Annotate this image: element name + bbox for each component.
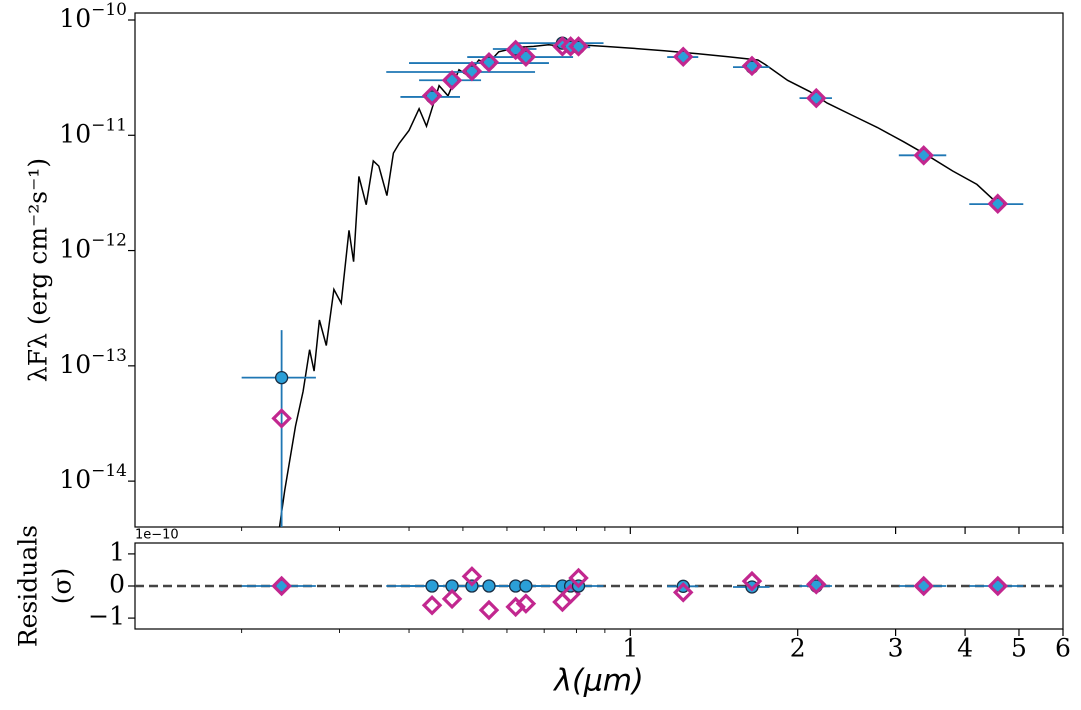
synthetic-point [478, 51, 500, 73]
y-tick-label: 1 [109, 537, 125, 566]
residual-label: (σ) [48, 568, 77, 605]
y-tick-label: 10−14 [59, 461, 127, 494]
tick-base: 10 [59, 465, 91, 494]
synthetic-point [271, 408, 292, 429]
synthetic-point [515, 46, 537, 68]
x-tick-label: 3 [888, 634, 904, 663]
observed-residual [519, 579, 533, 593]
bottom-plot [135, 566, 1063, 621]
synthetic-residual [913, 575, 934, 597]
x-tick-label: 5 [1011, 634, 1027, 663]
synthetic-point [461, 60, 483, 82]
tick-exponent: −11 [91, 115, 127, 135]
model-spectrum [271, 43, 1000, 527]
tick-base: 10 [59, 234, 91, 263]
synthetic-residual [741, 570, 763, 592]
synthetic-residual [672, 582, 694, 603]
synthetic-residual [552, 591, 573, 613]
synthetic-point [421, 85, 443, 107]
synthetic-point [913, 145, 934, 166]
x-tick-label: 6 [1055, 634, 1071, 663]
synthetic-residual [568, 567, 589, 589]
synthetic-residual [515, 593, 537, 614]
x-tick-label: 4 [957, 634, 973, 663]
y-tick-label: 10−13 [59, 345, 127, 378]
y-tick-label: −1 [88, 602, 125, 631]
synthetic-point [672, 46, 694, 68]
synthetic-point [987, 193, 1009, 214]
y-tick-label: 10−11 [59, 115, 127, 148]
tick-base: 10 [59, 3, 91, 32]
tick-exponent: −14 [91, 461, 127, 481]
synthetic-point [741, 55, 763, 77]
top-plot [241, 36, 1024, 527]
tick-exponent: −12 [91, 230, 127, 250]
y-axis-label: λFλ (erg cm⁻²s⁻¹) [24, 158, 53, 382]
y-tick-label: 0 [109, 570, 125, 599]
synthetic-residual [505, 596, 526, 618]
synthetic-point [568, 36, 589, 57]
tick-base: 10 [59, 349, 91, 378]
tick-base: 10 [59, 119, 91, 148]
observed-point [274, 370, 289, 385]
tick-exponent: −10 [91, 0, 127, 19]
synthetic-residual [271, 575, 292, 597]
top-frame [134, 12, 1064, 528]
synthetic-residual [441, 588, 463, 610]
residual-label: Residuals [14, 525, 43, 647]
synthetic-residual [461, 566, 483, 587]
synthetic-point [441, 70, 463, 91]
offset-label: 1e−10 [135, 528, 179, 543]
x-tick-label: 2 [790, 634, 806, 663]
synthetic-residual [987, 575, 1009, 597]
y-tick-label: 10−12 [59, 230, 127, 263]
observed-residual [482, 579, 496, 593]
synthetic-point [806, 87, 827, 109]
x-axis-label: λ(μm) [552, 664, 643, 699]
synthetic-residual [478, 599, 500, 621]
synthetic-point [505, 39, 526, 61]
y-tick-label: 10−10 [59, 0, 127, 32]
tick-exponent: −13 [91, 345, 127, 365]
synthetic-residual [806, 574, 827, 595]
x-tick-label: 1 [622, 634, 638, 663]
synthetic-residual [421, 594, 443, 616]
observed-residual [425, 579, 439, 593]
